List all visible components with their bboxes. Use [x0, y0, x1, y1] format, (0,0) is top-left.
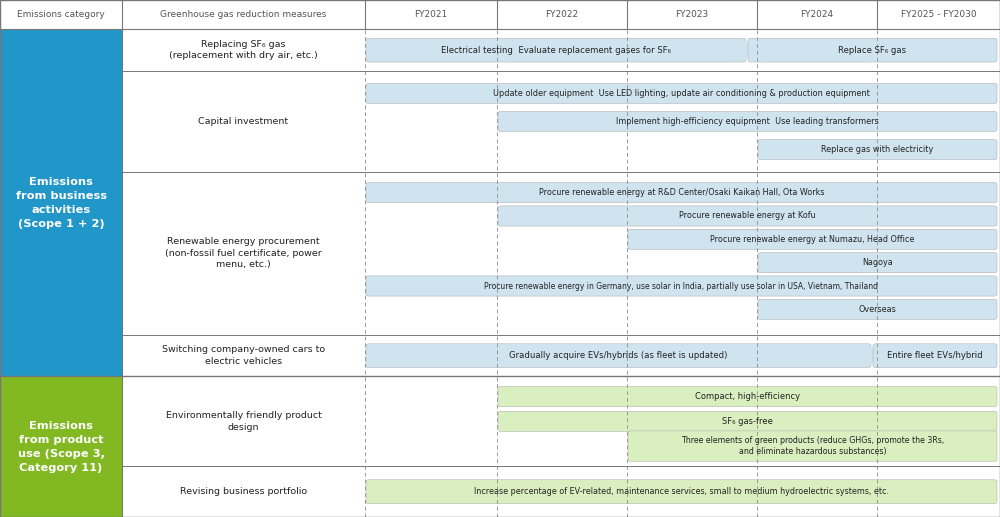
Text: Revising business portfolio: Revising business portfolio [180, 487, 307, 496]
FancyBboxPatch shape [498, 412, 997, 431]
FancyBboxPatch shape [628, 229, 997, 249]
Text: Switching company-owned cars to
electric vehicles: Switching company-owned cars to electric… [162, 345, 325, 366]
Text: Entire fleet EVs/hybrid: Entire fleet EVs/hybrid [887, 351, 983, 360]
Text: FY2025 - FY2030: FY2025 - FY2030 [901, 10, 976, 19]
Text: Greenhouse gas reduction measures: Greenhouse gas reduction measures [160, 10, 327, 19]
Bar [0, 29, 122, 376]
Text: Procure renewable energy at Kofu: Procure renewable energy at Kofu [679, 211, 816, 220]
FancyBboxPatch shape [748, 38, 997, 62]
FancyBboxPatch shape [628, 431, 997, 461]
Bar [0, 0, 1000, 29]
Text: Procure renewable energy in Germany, use solar in India, partially use solar in : Procure renewable energy in Germany, use… [484, 281, 879, 291]
FancyBboxPatch shape [366, 83, 997, 103]
FancyBboxPatch shape [498, 206, 997, 226]
Text: Update older equipment  Use LED lighting, update air conditioning & production e: Update older equipment Use LED lighting,… [493, 89, 870, 98]
Text: Replace gas with electricity: Replace gas with electricity [821, 145, 934, 154]
FancyBboxPatch shape [873, 344, 997, 368]
Polygon shape [868, 345, 880, 366]
Text: Replace SF₆ gas: Replace SF₆ gas [838, 45, 907, 55]
Text: Emissions category: Emissions category [17, 10, 105, 19]
Text: Implement high-efficiency equipment  Use leading transformers: Implement high-efficiency equipment Use … [616, 117, 879, 126]
FancyBboxPatch shape [366, 480, 997, 504]
Text: SF₆ gas-free: SF₆ gas-free [722, 417, 773, 426]
FancyBboxPatch shape [366, 276, 997, 296]
Text: Environmentally friendly product
design: Environmentally friendly product design [166, 411, 321, 432]
Text: Procure renewable energy at R&D Center/Osaki Kaikan Hall, Ota Works: Procure renewable energy at R&D Center/O… [539, 188, 824, 197]
FancyBboxPatch shape [758, 140, 997, 160]
Text: FY2021: FY2021 [414, 10, 448, 19]
Polygon shape [743, 40, 755, 60]
Text: Increase percentage of EV-related, maintenance services, small to medium hydroel: Increase percentage of EV-related, maint… [474, 487, 889, 496]
Text: Procure renewable energy at Numazu, Head Office: Procure renewable energy at Numazu, Head… [710, 235, 915, 244]
Text: FY2023: FY2023 [675, 10, 709, 19]
Text: Compact, high-efficiency: Compact, high-efficiency [695, 392, 800, 401]
FancyBboxPatch shape [498, 387, 997, 407]
FancyBboxPatch shape [498, 111, 997, 131]
Text: Gradually acquire EVs/hybrids (as fleet is updated): Gradually acquire EVs/hybrids (as fleet … [509, 351, 728, 360]
Text: Emissions
from business
activities
(Scope 1 + 2): Emissions from business activities (Scop… [16, 177, 106, 229]
FancyBboxPatch shape [758, 253, 997, 273]
Text: Capital investment: Capital investment [198, 117, 289, 126]
Text: FY2022: FY2022 [545, 10, 579, 19]
Text: Overseas: Overseas [859, 305, 896, 314]
Bar [0, 376, 122, 517]
Text: FY2024: FY2024 [800, 10, 834, 19]
Text: Emissions
from product
use (Scope 3,
Category 11): Emissions from product use (Scope 3, Cat… [18, 421, 104, 473]
FancyBboxPatch shape [758, 299, 997, 320]
Text: Three elements of green products (reduce GHGs, promote the 3Rs,
and eliminate ha: Three elements of green products (reduce… [681, 436, 944, 456]
Text: Electrical testing  Evaluate replacement gases for SF₆: Electrical testing Evaluate replacement … [441, 45, 671, 55]
Text: Nagoya: Nagoya [862, 258, 893, 267]
FancyBboxPatch shape [366, 183, 997, 203]
Bar [122, 29, 1000, 517]
Text: Renewable energy procurement
(non-fossil fuel certificate, power
menu, etc.): Renewable energy procurement (non-fossil… [165, 237, 322, 269]
FancyBboxPatch shape [366, 38, 746, 62]
FancyBboxPatch shape [366, 344, 871, 368]
Text: Replacing SF₆ gas
(replacement with dry air, etc.): Replacing SF₆ gas (replacement with dry … [169, 40, 318, 60]
